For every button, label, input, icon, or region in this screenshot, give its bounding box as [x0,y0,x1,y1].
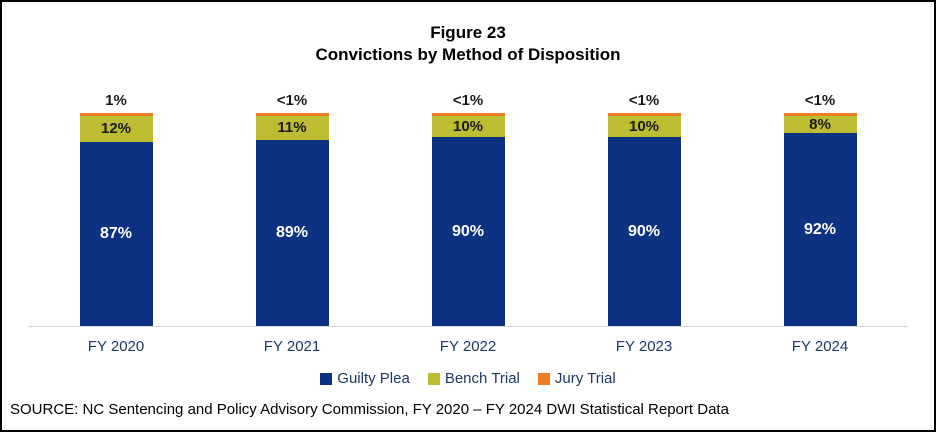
stacked-bar: 10% 90% [607,113,681,326]
guilty-plea-segment: 90% [431,137,505,326]
figure-number: Figure 23 [430,23,506,42]
jury-trial-segment [255,113,329,117]
jury-trial-segment [431,113,505,117]
guilty-plea-value-label: 92% [803,220,837,238]
legend-label: Jury Trial [554,370,616,387]
jury-trial-value-label: <1% [452,92,484,109]
x-axis-label: FY 2022 [439,338,497,355]
bench-trial-segment: 11% [255,116,329,140]
x-axis-label: FY 2023 [615,338,673,355]
legend-label: Bench Trial [444,370,520,387]
legend: Guilty Plea Bench Trial Jury Trial [2,370,934,387]
guilty-plea-value-label: 90% [451,222,485,240]
jury-trial-value-label: <1% [804,92,836,109]
plot-area: 1% 12% 87% <1% 11% 89% <1% 10% 90% <1% 10% 90% <1% 8%… [28,92,908,327]
bench-trial-segment: 10% [607,116,681,138]
chart-title: Figure 23 Convictions by Method of Dispo… [2,22,934,66]
legend-item: Guilty Plea [320,370,410,387]
bar-column: <1% 11% 89% [204,92,380,326]
guilty-plea-segment: 89% [255,139,329,326]
stacked-bar: 11% 89% [255,113,329,326]
guilty-plea-value-label: 87% [99,224,133,242]
source-note: SOURCE: NC Sentencing and Policy Advisor… [10,401,729,418]
bench-trial-value-label: 10% [628,118,660,136]
jury-trial-segment [79,113,153,117]
bench-trial-value-label: 11% [277,119,307,137]
guilty-plea-value-label: 90% [627,222,661,240]
figure-page: Figure 23 Convictions by Method of Dispo… [2,2,934,426]
guilty-plea-segment: 92% [783,133,857,326]
bar-column: <1% 10% 90% [380,92,556,326]
bar-column: <1% 8% 92% [732,92,908,326]
bench-trial-value-label: 8% [809,116,831,134]
legend-swatch-icon [320,372,333,385]
x-axis-label: FY 2020 [87,338,145,355]
legend-label: Guilty Plea [337,370,410,387]
guilty-plea-value-label: 89% [275,223,309,241]
stacked-bar: 10% 90% [431,113,505,326]
bench-trial-segment: 8% [783,116,857,134]
jury-trial-segment [607,113,681,117]
bar-column: 1% 12% 87% [28,92,204,326]
stacked-bar: 12% 87% [79,113,153,326]
bench-trial-segment: 12% [79,116,153,142]
jury-trial-value-label: 1% [105,92,127,109]
bench-trial-segment: 10% [431,116,505,138]
bench-trial-value-label: 10% [452,118,484,136]
legend-item: Jury Trial [537,370,616,387]
jury-trial-value-label: <1% [276,92,308,109]
x-axis-label: FY 2024 [791,338,849,355]
legend-swatch-icon [427,372,440,385]
bar-column: <1% 10% 90% [556,92,732,326]
jury-trial-value-label: <1% [628,92,660,109]
guilty-plea-segment: 87% [79,141,153,326]
legend-swatch-icon [537,372,550,385]
legend-item: Bench Trial [427,370,520,387]
figure-title: Convictions by Method of Disposition [315,45,621,64]
jury-trial-segment [783,113,857,117]
stacked-bar: 8% 92% [783,113,857,326]
guilty-plea-segment: 90% [607,137,681,326]
x-axis-labels: FY 2020 FY 2021 FY 2022 FY 2023 FY 2024 [28,338,908,355]
bench-trial-value-label: 12% [100,120,132,138]
x-axis-label: FY 2021 [263,338,321,355]
